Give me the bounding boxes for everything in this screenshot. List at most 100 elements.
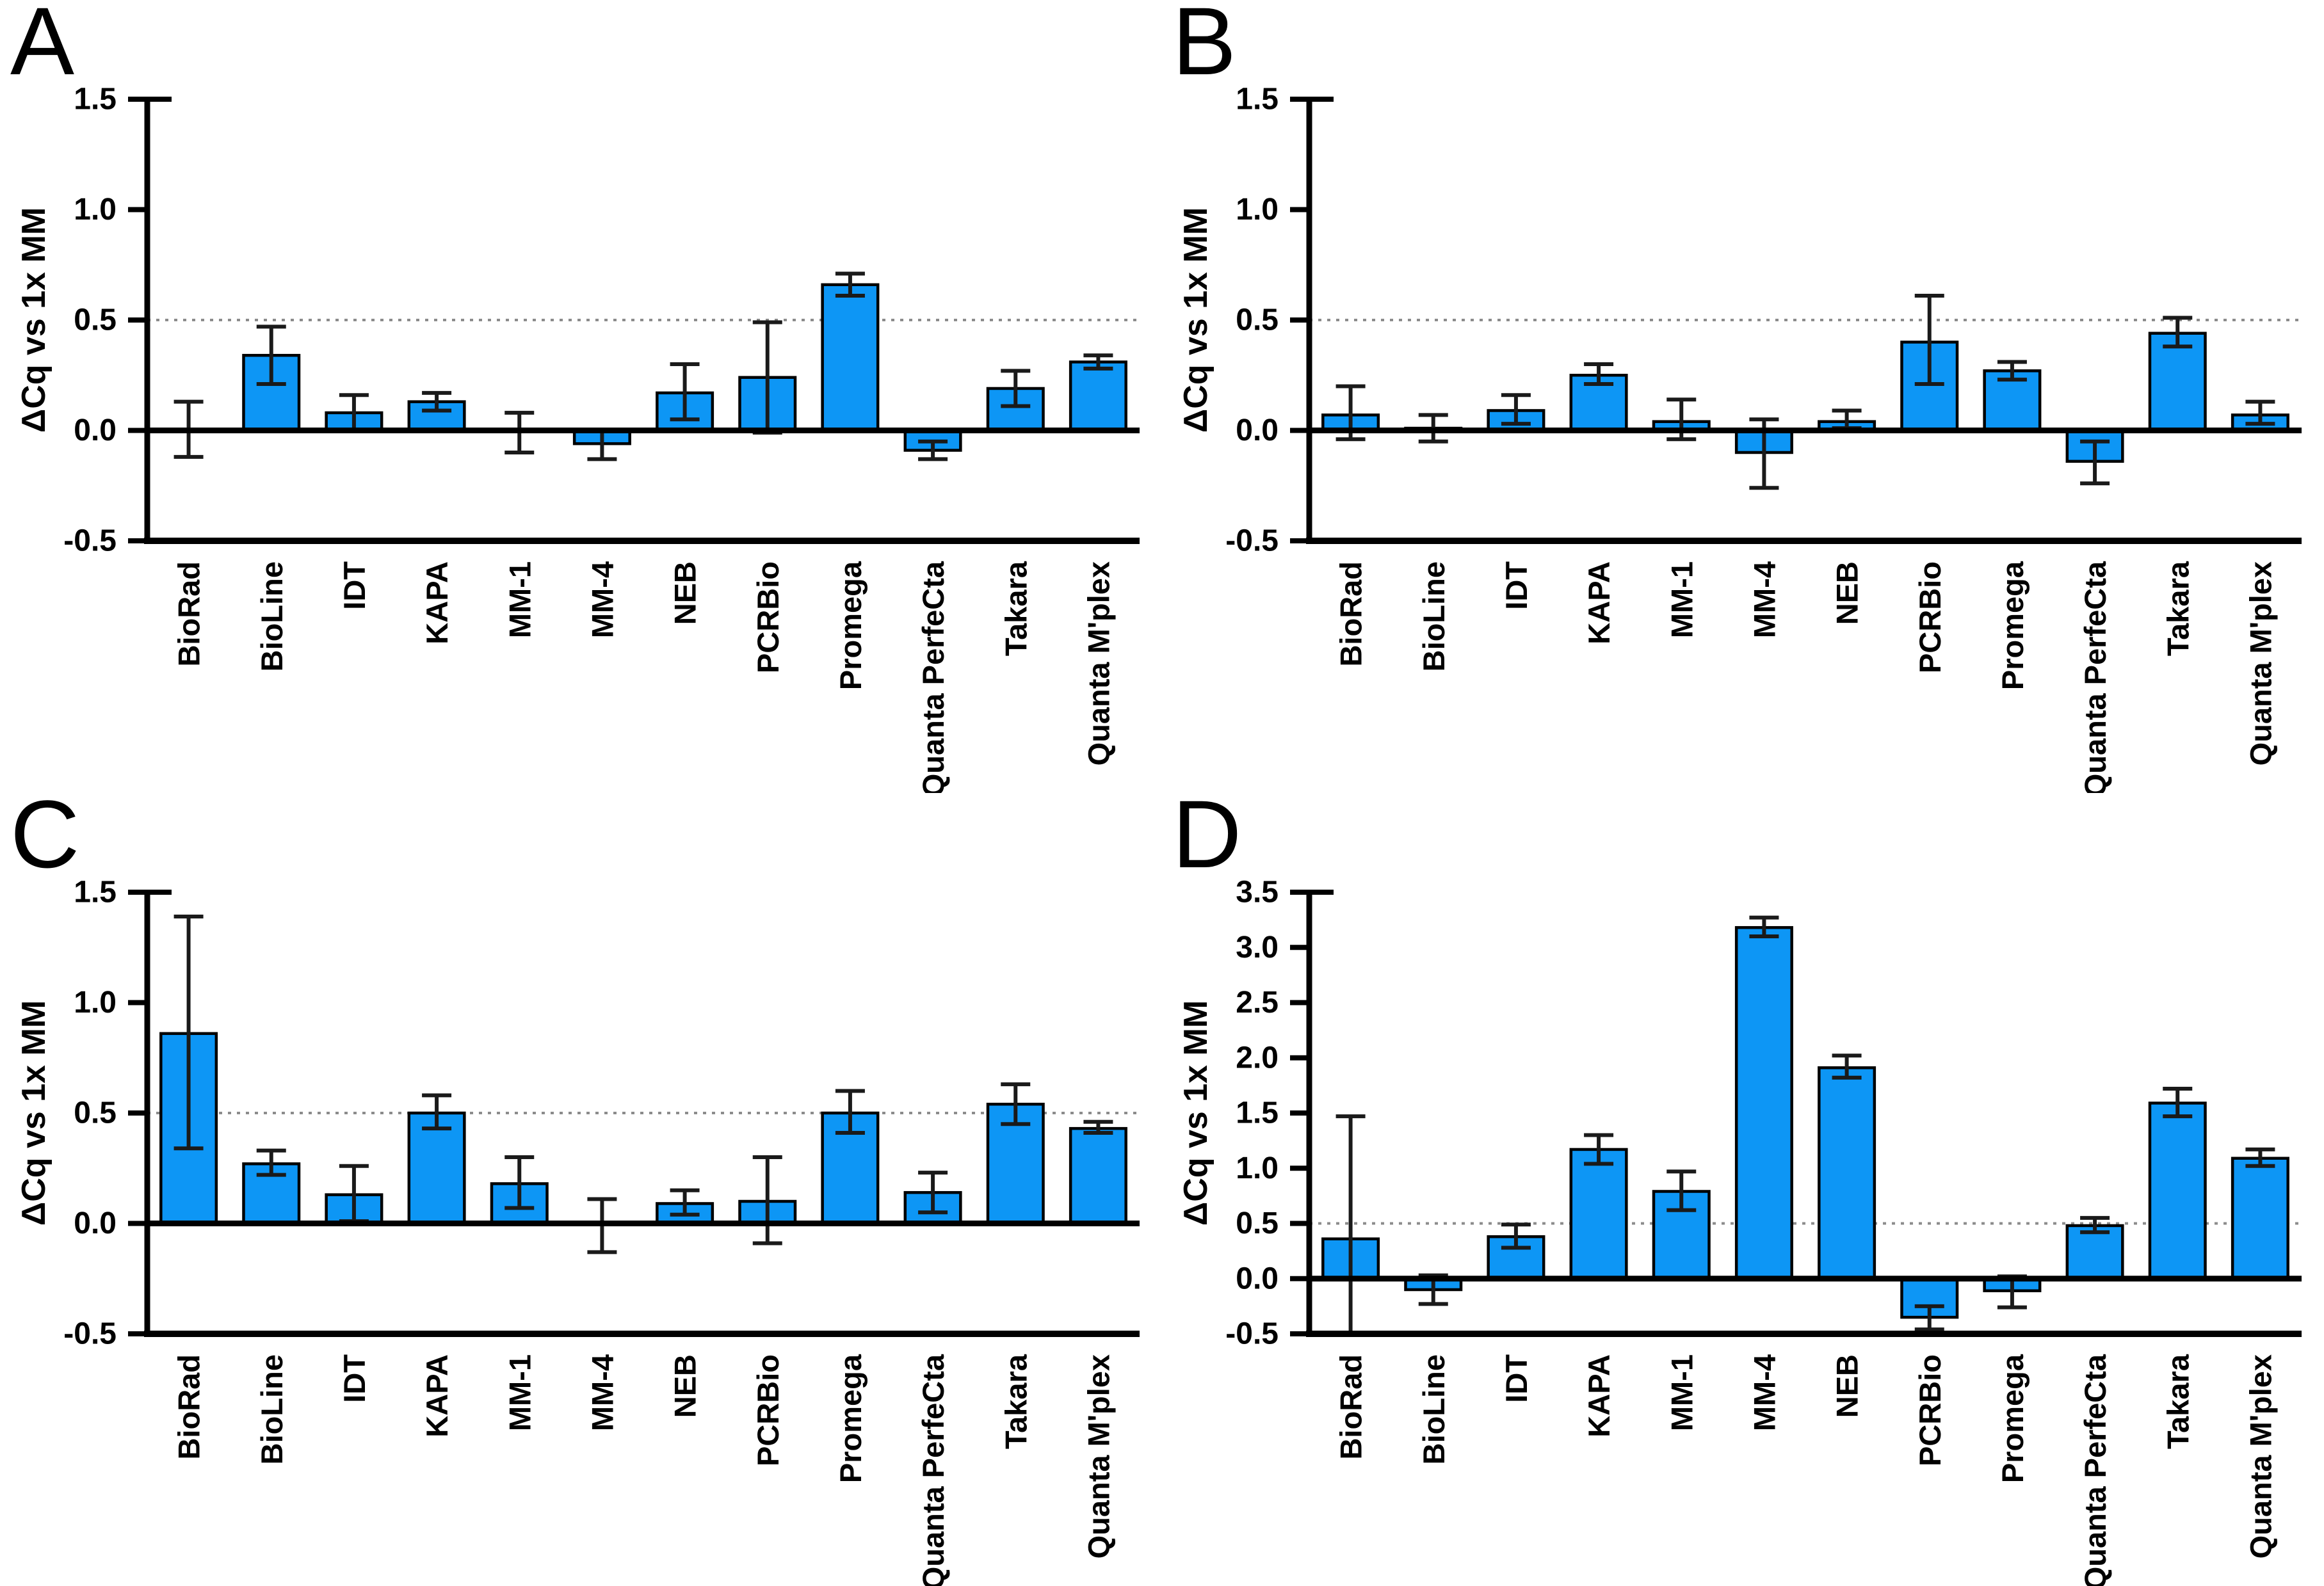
bar-KAPA: [407, 1111, 466, 1225]
category-label-KAPA: KAPA: [1582, 1354, 1616, 1438]
category-label-MM-1: MM-1: [503, 561, 537, 638]
category-label-PCRBio: PCRBio: [751, 561, 785, 673]
bar-Takara: [2148, 1101, 2207, 1280]
category-label-MM-4: MM-4: [1747, 1354, 1781, 1431]
error-bar-BioLine: [256, 1148, 286, 1177]
y-tick-label: 1.5: [74, 83, 117, 116]
category-label-Takara: Takara: [999, 561, 1033, 656]
error-bar-Promega: [835, 271, 865, 298]
category-label-KAPA: KAPA: [420, 561, 454, 645]
y-tick-label: 0.5: [1236, 303, 1279, 337]
error-bar-PCRBio: [752, 1155, 782, 1246]
category-label-NEB: NEB: [668, 1354, 702, 1418]
bar-MM-4: [1734, 925, 1793, 1280]
category-label-MM-1: MM-1: [503, 1354, 537, 1431]
category-label-MM-4: MM-4: [585, 561, 619, 638]
category-label-KAPA: KAPA: [420, 1354, 454, 1438]
error-bar-Takara: [1001, 1082, 1031, 1126]
category-label-IDT: IDT: [337, 561, 371, 610]
panel-d-letter: D: [1172, 780, 1242, 888]
category-label-Quanta PerfeCta: Quanta PerfeCta: [2078, 561, 2112, 793]
y-tick-label: 1.0: [1236, 193, 1279, 227]
category-label-MM-1: MM-1: [1665, 1354, 1699, 1431]
y-tick-label: 1.0: [74, 986, 117, 1020]
error-bar-Quanta PerfeCta: [2080, 1215, 2110, 1235]
y-tick-label: 0.0: [74, 413, 117, 447]
error-bar-BioRad: [173, 914, 204, 1151]
category-label-Takara: Takara: [2161, 1354, 2195, 1449]
y-tick-label: 0.5: [1236, 1206, 1279, 1240]
error-bar-Quanta PerfeCta: [2080, 439, 2110, 486]
category-label-PCRBio: PCRBio: [751, 1354, 785, 1466]
y-axis-title: ΔCq vs 1x MM: [15, 1000, 52, 1226]
y-tick-label: -0.5: [63, 1317, 117, 1351]
y-axis-title: ΔCq vs 1x MM: [1177, 207, 1214, 433]
category-label-Quanta M'plex: Quanta M'plex: [1081, 561, 1115, 765]
chart-d: -0.5 0.0 0.5 1.0 1.5 2.0 2.5 3.0 3.5 BioRad BioLin…: [1177, 876, 2302, 1586]
bar-Takara: [2148, 332, 2207, 432]
error-bar-Promega: [835, 1089, 865, 1135]
y-tick-label: 1.5: [1236, 83, 1279, 116]
error-bar-Quanta M'plex: [1083, 1119, 1113, 1135]
chart-c: -0.5 0.0 0.5 1.0 1.5 BioRad BioLine IDT KAPA MM-1…: [15, 876, 1140, 1586]
category-label-BioLine: BioLine: [1417, 1354, 1451, 1464]
category-label-PCRBio: PCRBio: [1913, 1354, 1947, 1466]
error-bar-NEB: [670, 1188, 700, 1217]
category-label-PCRBio: PCRBio: [1913, 561, 1947, 673]
y-tick-label: 0.5: [74, 1096, 117, 1130]
panel-d: D -0.5 0.0 0.5 1.0 1.5 2.0 2.5 3.0 3.5 BioRad BioL…: [1162, 781, 2324, 1586]
error-bar-KAPA: [422, 1093, 452, 1131]
error-bar-MM-1: [1666, 1169, 1697, 1212]
y-tick-label: 1.0: [1236, 1151, 1279, 1185]
error-bar-Quanta M'plex: [2245, 399, 2275, 426]
error-bar-KAPA: [1584, 1133, 1614, 1166]
category-label-MM-1: MM-1: [1665, 561, 1699, 638]
category-label-Promega: Promega: [834, 1354, 867, 1483]
error-bar-NEB: [670, 362, 700, 422]
category-label-Promega: Promega: [834, 561, 867, 690]
error-bar-KAPA: [1584, 362, 1614, 387]
category-label-Quanta PerfeCta: Quanta PerfeCta: [916, 561, 950, 793]
category-label-IDT: IDT: [337, 1354, 371, 1403]
category-label-BioRad: BioRad: [172, 1354, 206, 1460]
category-label-Takara: Takara: [999, 1354, 1033, 1449]
category-label-Quanta M'plex: Quanta M'plex: [2243, 561, 2277, 765]
y-tick-label: -0.5: [1225, 524, 1279, 558]
error-bar-BioLine: [256, 324, 286, 387]
bar-NEB: [1818, 1066, 1876, 1280]
y-tick-label: 0.0: [74, 1206, 117, 1240]
category-label-BioLine: BioLine: [1417, 561, 1451, 671]
category-label-IDT: IDT: [1499, 561, 1533, 610]
category-label-NEB: NEB: [1830, 561, 1864, 625]
y-tick-label: 0.5: [74, 303, 117, 337]
bar-Quanta PerfeCta: [2065, 1224, 2124, 1281]
error-bar-Promega: [1997, 360, 2027, 382]
y-tick-label: 0.0: [1236, 413, 1279, 447]
bar-Promega: [821, 283, 880, 432]
y-tick-label: 1.5: [1236, 1096, 1279, 1130]
category-label-BioRad: BioRad: [172, 561, 206, 667]
error-bar-IDT: [1501, 393, 1531, 426]
category-label-BioLine: BioLine: [255, 1354, 289, 1464]
category-label-KAPA: KAPA: [1582, 561, 1616, 645]
y-tick-label: 3.5: [1236, 876, 1279, 909]
panel-c: C -0.5 0.0 0.5 1.0 1.5 BioRad BioLine IDT KAPA MM…: [0, 781, 1162, 1586]
y-tick-label: 1.0: [74, 193, 117, 227]
error-bar-Quanta PerfeCta: [918, 439, 948, 461]
chart-b: -0.5 0.0 0.5 1.0 1.5 BioRad BioLine IDT KAPA MM-1…: [1177, 83, 2302, 793]
y-tick-label: 2.5: [1236, 986, 1279, 1020]
category-label-Quanta PerfeCta: Quanta PerfeCta: [916, 1354, 950, 1586]
y-tick-label: -0.5: [1225, 1317, 1279, 1351]
y-tick-label: 1.5: [74, 876, 117, 909]
category-label-Promega: Promega: [1996, 561, 2029, 690]
error-bar-Takara: [2163, 316, 2193, 349]
y-tick-label: -0.5: [63, 524, 117, 558]
y-axis-title: ΔCq vs 1x MM: [1177, 1000, 1214, 1226]
bar-Quanta M'plex: [2231, 1157, 2289, 1280]
y-axis-title: ΔCq vs 1x MM: [15, 207, 52, 433]
error-bar-Quanta M'plex: [2245, 1147, 2275, 1168]
error-bar-MM-4: [1749, 915, 1779, 938]
bar-Takara: [986, 1102, 1045, 1225]
panel-a-letter: A: [10, 0, 75, 95]
